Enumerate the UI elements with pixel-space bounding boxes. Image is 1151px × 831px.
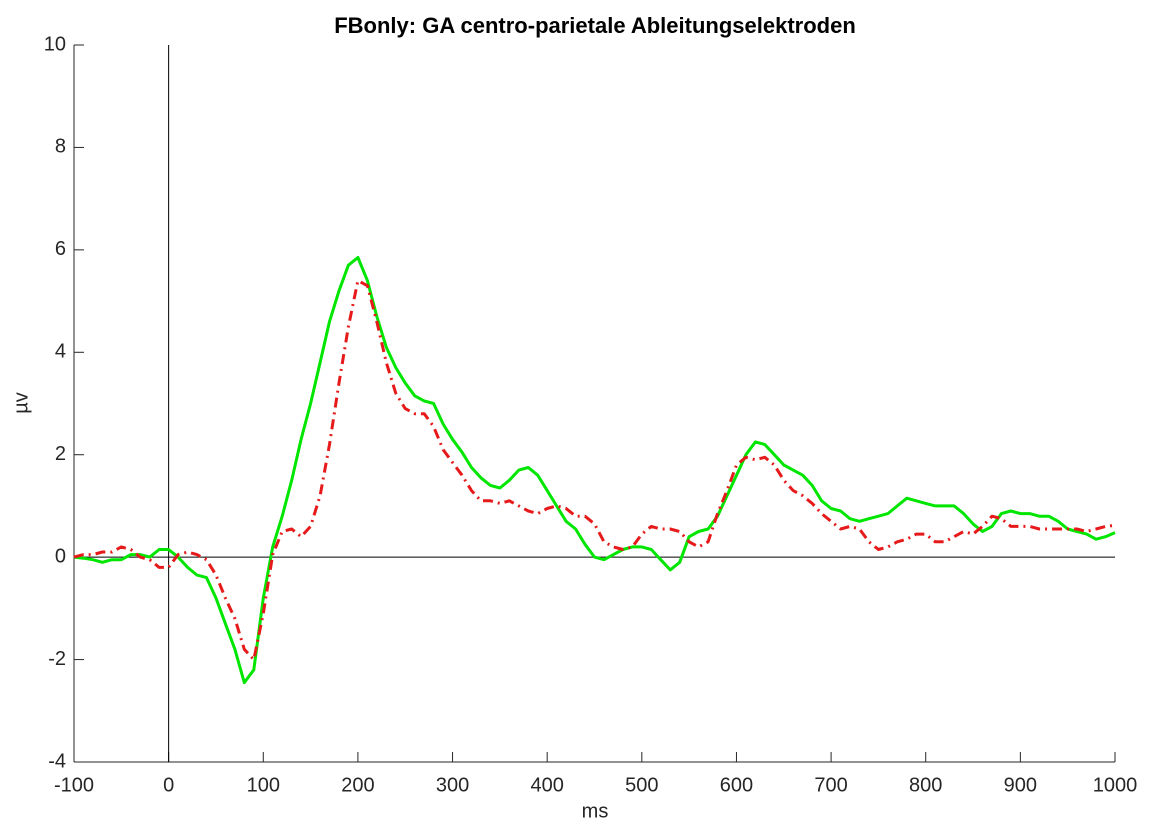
- chart-title: FBonly: GA centro-parietale Ableitungsel…: [334, 13, 856, 38]
- y-tick-label: -2: [48, 648, 66, 670]
- x-tick-label: 800: [909, 774, 942, 796]
- x-tick-label: 400: [530, 774, 563, 796]
- x-tick-label: 900: [1004, 774, 1037, 796]
- x-tick-label: 600: [720, 774, 753, 796]
- y-tick-label: 4: [55, 341, 66, 363]
- x-tick-label: 0: [163, 774, 174, 796]
- y-axis-label: µv: [10, 392, 32, 414]
- x-tick-label: 100: [247, 774, 280, 796]
- y-tick-label: 2: [55, 443, 66, 465]
- x-tick-label: -100: [54, 774, 94, 796]
- data-line: [73, 256, 1116, 685]
- y-tick-label: -4: [48, 750, 66, 772]
- x-tick-label: 1000: [1093, 774, 1138, 796]
- y-tick-label: 0: [55, 545, 66, 567]
- x-tick-label: 300: [436, 774, 469, 796]
- x-tick-label: 200: [341, 774, 374, 796]
- y-tick-label: 8: [55, 136, 66, 158]
- y-tick-label: 10: [44, 33, 66, 55]
- y-tick-label: 6: [55, 238, 66, 260]
- x-tick-label: 500: [625, 774, 658, 796]
- x-tick-label: 700: [814, 774, 847, 796]
- x-axis-label: ms: [582, 800, 609, 822]
- data-line: [73, 279, 1116, 662]
